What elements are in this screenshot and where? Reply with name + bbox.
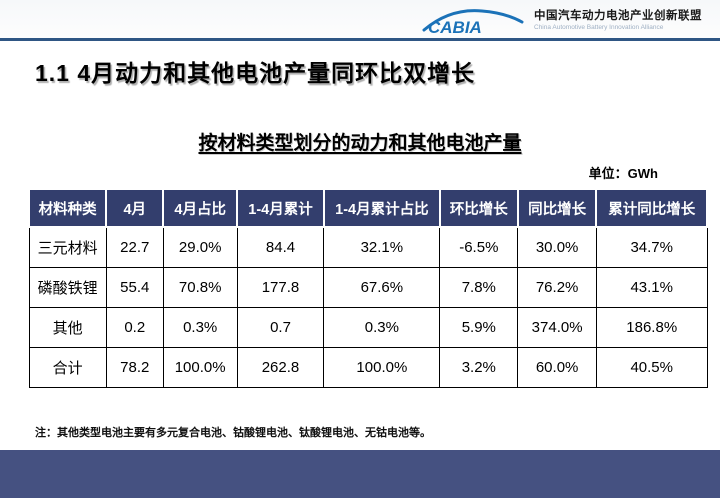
footnote: 注：其他类型电池主要有多元复合电池、钴酸锂电池、钛酸锂电池、无钴电池等。 xyxy=(35,427,431,439)
table-cell: 76.2% xyxy=(517,266,597,308)
column-header-6: 同比增长 xyxy=(516,188,598,228)
logo-area: CABIA 中国汽车动力电池产业创新联盟 China Automotive Ba… xyxy=(422,5,702,37)
table-cell: 34.7% xyxy=(595,226,708,268)
table-cell: 43.1% xyxy=(595,266,708,308)
cabia-logo-icon: CABIA xyxy=(422,9,524,37)
table-cell: 0.7 xyxy=(236,306,325,348)
row-label: 其他 xyxy=(28,306,107,348)
row-label: 三元材料 xyxy=(28,226,107,268)
table-cell: 67.6% xyxy=(323,266,441,308)
column-header-1: 4月 xyxy=(105,188,165,228)
table-row-3: 合计 78.2 100.0% 262.8 100.0% 3.2% 60.0% 40.5% xyxy=(28,346,708,388)
table-cell: 60.0% xyxy=(517,346,597,388)
brand-band: CABIA 中国汽车动力电池产业创新联盟 China Automotive Ba… xyxy=(0,0,720,41)
table-row-2: 其他 0.2 0.3% 0.7 0.3% 5.9% 374.0% 186.8% xyxy=(28,306,708,348)
unit-label: 单位：GWh xyxy=(588,166,658,181)
table-cell: 32.1% xyxy=(323,226,441,268)
table-cell: 55.4 xyxy=(105,266,164,308)
table-row-1: 磷酸铁锂 55.4 70.8% 177.8 67.6% 7.8% 76.2% 43.1% xyxy=(28,266,708,308)
column-header-5: 环比增长 xyxy=(438,188,519,228)
column-header-7: 累计同比增长 xyxy=(595,188,708,228)
table-cell: 0.3% xyxy=(323,306,441,348)
table-cell: 70.8% xyxy=(162,266,238,308)
table-cell: 7.8% xyxy=(439,266,519,308)
column-header-3: 1-4月累计 xyxy=(236,188,325,228)
column-header-0: 材料种类 xyxy=(27,188,108,228)
table-cell: -6.5% xyxy=(439,226,519,268)
table-cell: 100.0% xyxy=(323,346,441,388)
table-head: 材料种类 4月 4月占比 1-4月累计 1-4月累计占比 环比增长 同比增长 累计同比增长 xyxy=(27,188,708,228)
column-header-4: 1-4月累计占比 xyxy=(322,188,441,228)
svg-text:CABIA: CABIA xyxy=(428,18,482,37)
row-label: 磷酸铁锂 xyxy=(28,266,107,308)
table-cell: 84.4 xyxy=(236,226,325,268)
footer-bar xyxy=(0,450,720,498)
table-cell: 22.7 xyxy=(105,226,164,268)
table-body: 三元材料 22.7 29.0% 84.4 32.1% -6.5% 30.0% 34.7% 磷酸铁… xyxy=(28,226,708,388)
table-cell: 5.9% xyxy=(439,306,519,348)
table-cell: 374.0% xyxy=(517,306,597,348)
table-cell: 3.2% xyxy=(439,346,519,388)
org-names: 中国汽车动力电池产业创新联盟 China Automotive Battery … xyxy=(534,10,702,32)
row-label: 合计 xyxy=(28,346,107,388)
battery-production-table: 材料种类 4月 4月占比 1-4月累计 1-4月累计占比 环比增长 同比增长 累计同比增长 三… xyxy=(27,188,708,388)
header-row: 材料种类 4月 4月占比 1-4月累计 1-4月累计占比 环比增长 同比增长 累计同比增长 xyxy=(27,188,708,228)
table-cell: 100.0% xyxy=(162,346,238,388)
table-cell: 78.2 xyxy=(105,346,164,388)
org-name-zh: 中国汽车动力电池产业创新联盟 xyxy=(534,9,702,22)
table-cell: 0.3% xyxy=(162,306,238,348)
table-cell: 40.5% xyxy=(595,346,708,388)
table-cell: 186.8% xyxy=(595,306,708,348)
table-cell: 0.2 xyxy=(105,306,164,348)
table-cell: 29.0% xyxy=(162,226,238,268)
table-title: 按材料类型划分的动力和其他电池产量 xyxy=(198,133,522,154)
table-cell: 262.8 xyxy=(236,346,325,388)
org-name-en: China Automotive Battery Innovation Alli… xyxy=(534,23,664,31)
table-row-0: 三元材料 22.7 29.0% 84.4 32.1% -6.5% 30.0% 34.7% xyxy=(28,226,708,268)
table-cell: 30.0% xyxy=(517,226,597,268)
column-header-2: 4月占比 xyxy=(162,188,239,228)
table-cell: 177.8 xyxy=(236,266,325,308)
slide-title: 1.1 4月动力和其他电池产量同环比双增长 xyxy=(35,60,476,86)
